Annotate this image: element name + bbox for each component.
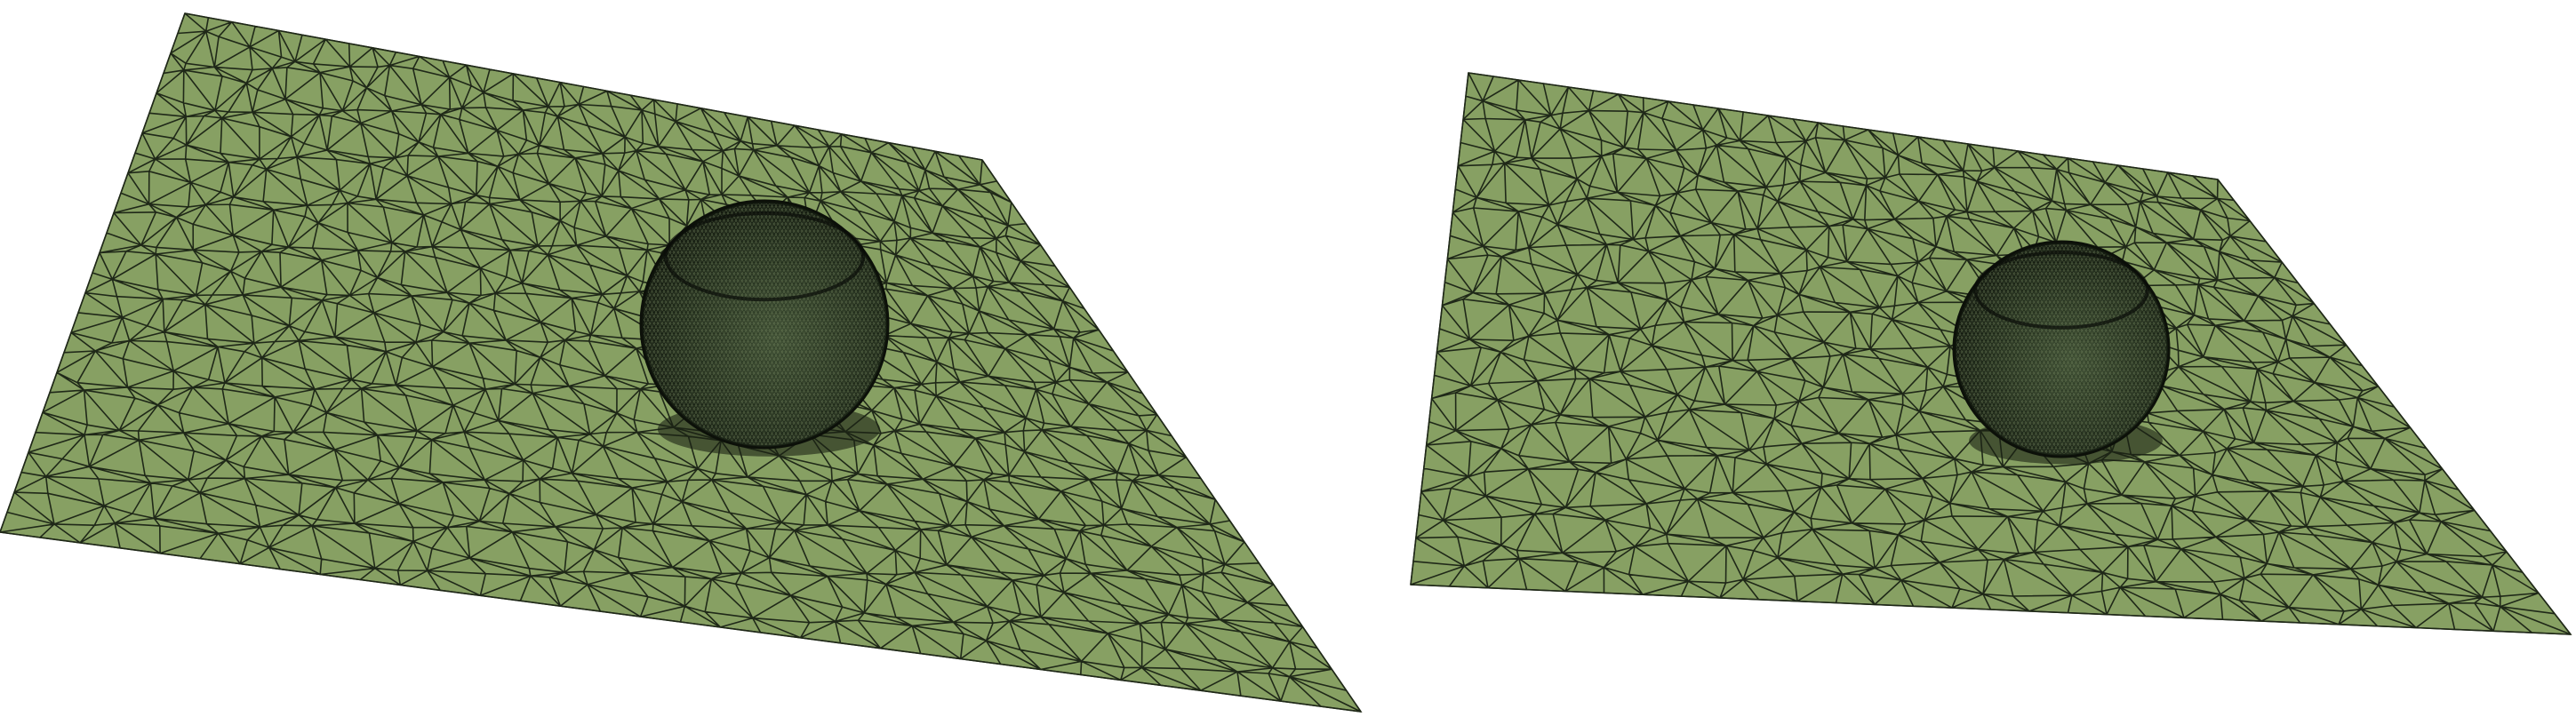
sphere-rim <box>663 211 866 302</box>
mesh-edges <box>0 12 1362 713</box>
sphere-mesh <box>644 203 885 445</box>
sphere-mesh <box>1956 244 2166 454</box>
mesh-surface <box>1410 72 2572 635</box>
sphere-rim <box>1973 251 2149 330</box>
mesh-surface <box>0 12 1363 713</box>
mesh-edges <box>1410 72 2572 635</box>
mesh-layer <box>0 12 2572 713</box>
